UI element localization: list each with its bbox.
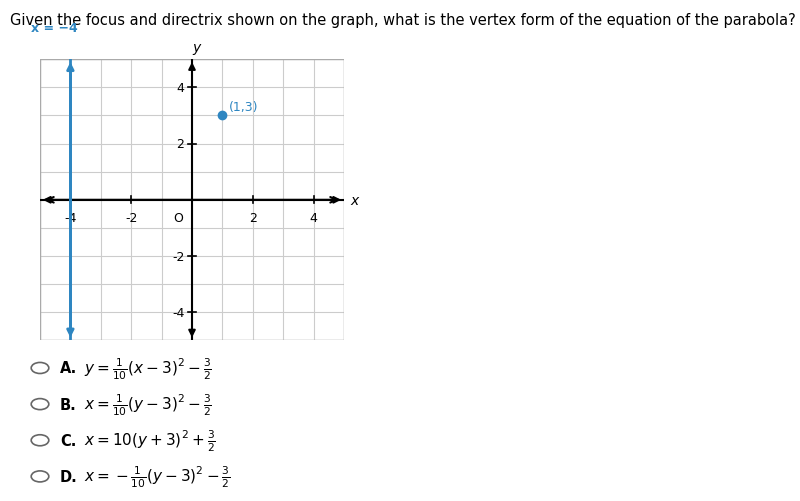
- Text: B.: B.: [60, 397, 77, 412]
- Text: C.: C.: [60, 433, 76, 448]
- Text: 2: 2: [249, 211, 257, 224]
- Text: x: x: [350, 193, 358, 207]
- Text: $y = \frac{1}{10}(x - 3)^2 - \frac{3}{2}$: $y = \frac{1}{10}(x - 3)^2 - \frac{3}{2}…: [84, 356, 212, 381]
- Text: -2: -2: [172, 250, 184, 263]
- Text: -4: -4: [64, 211, 77, 224]
- Text: y: y: [193, 41, 201, 55]
- Text: -2: -2: [125, 211, 138, 224]
- Text: D.: D.: [60, 469, 78, 484]
- Text: 2: 2: [177, 138, 184, 151]
- Text: $x = 10(y + 3)^2 + \frac{3}{2}$: $x = 10(y + 3)^2 + \frac{3}{2}$: [84, 428, 216, 453]
- Text: A.: A.: [60, 361, 78, 376]
- Text: 4: 4: [310, 211, 318, 224]
- Text: Given the focus and directrix shown on the graph, what is the vertex form of the: Given the focus and directrix shown on t…: [10, 13, 796, 28]
- Text: x = −4: x = −4: [31, 22, 78, 35]
- Text: -4: -4: [172, 306, 184, 319]
- Text: O: O: [174, 211, 183, 224]
- Text: (1,3): (1,3): [229, 101, 258, 113]
- Text: $x = -\frac{1}{10}(y - 3)^2 - \frac{3}{2}$: $x = -\frac{1}{10}(y - 3)^2 - \frac{3}{2…: [84, 464, 230, 489]
- Text: 4: 4: [177, 82, 184, 95]
- Text: $x = \frac{1}{10}(y - 3)^2 - \frac{3}{2}$: $x = \frac{1}{10}(y - 3)^2 - \frac{3}{2}…: [84, 392, 212, 417]
